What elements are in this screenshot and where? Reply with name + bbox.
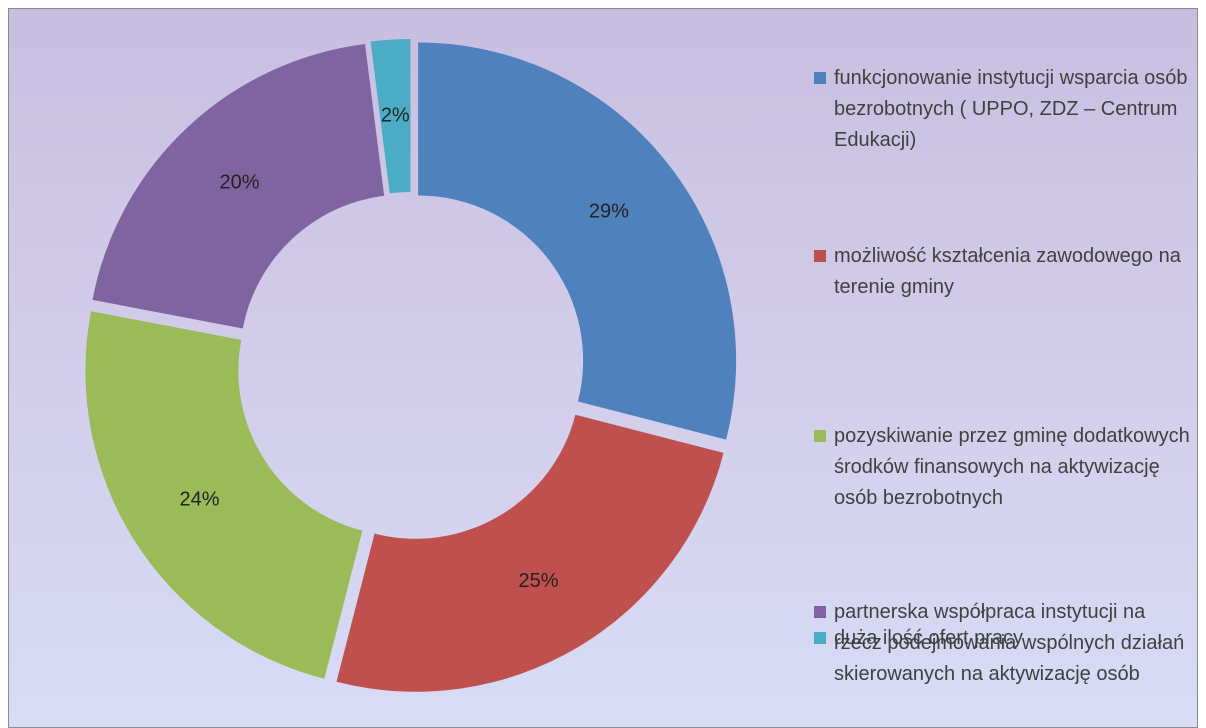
legend-swatch <box>814 632 826 644</box>
donut-slice <box>370 39 411 194</box>
donut-slice <box>85 311 363 679</box>
data-label: 24% <box>179 489 219 511</box>
legend-swatch <box>814 606 826 618</box>
donut-slice <box>92 43 385 329</box>
legend-swatch <box>814 72 826 84</box>
chart: 29% 25% 24% 20% 2% funkcjonowanie instytucji… <box>8 8 1198 728</box>
legend-swatch <box>814 430 826 442</box>
data-label: 2% <box>381 104 410 126</box>
legend-swatch <box>814 250 826 262</box>
legend-label: funkcjonowanie instytucji wsparcia osób … <box>834 67 1188 151</box>
donut-slice <box>418 42 737 440</box>
legend-label: możliwość kształcenia zawodowego na tere… <box>834 245 1181 298</box>
plot: 29% 25% 24% 20% 2% <box>85 39 737 692</box>
donut-slice <box>336 414 724 692</box>
legend-label: duża ilość ofert pracy <box>834 627 1023 649</box>
data-label: 29% <box>589 201 629 223</box>
data-label: 25% <box>518 570 558 592</box>
data-label: 20% <box>220 172 260 194</box>
legend-label: partnerska współpraca instytucji na rzec… <box>834 601 1185 685</box>
legend-label: pozyskiwanie przez gminę dodatkowych śro… <box>834 425 1190 509</box>
